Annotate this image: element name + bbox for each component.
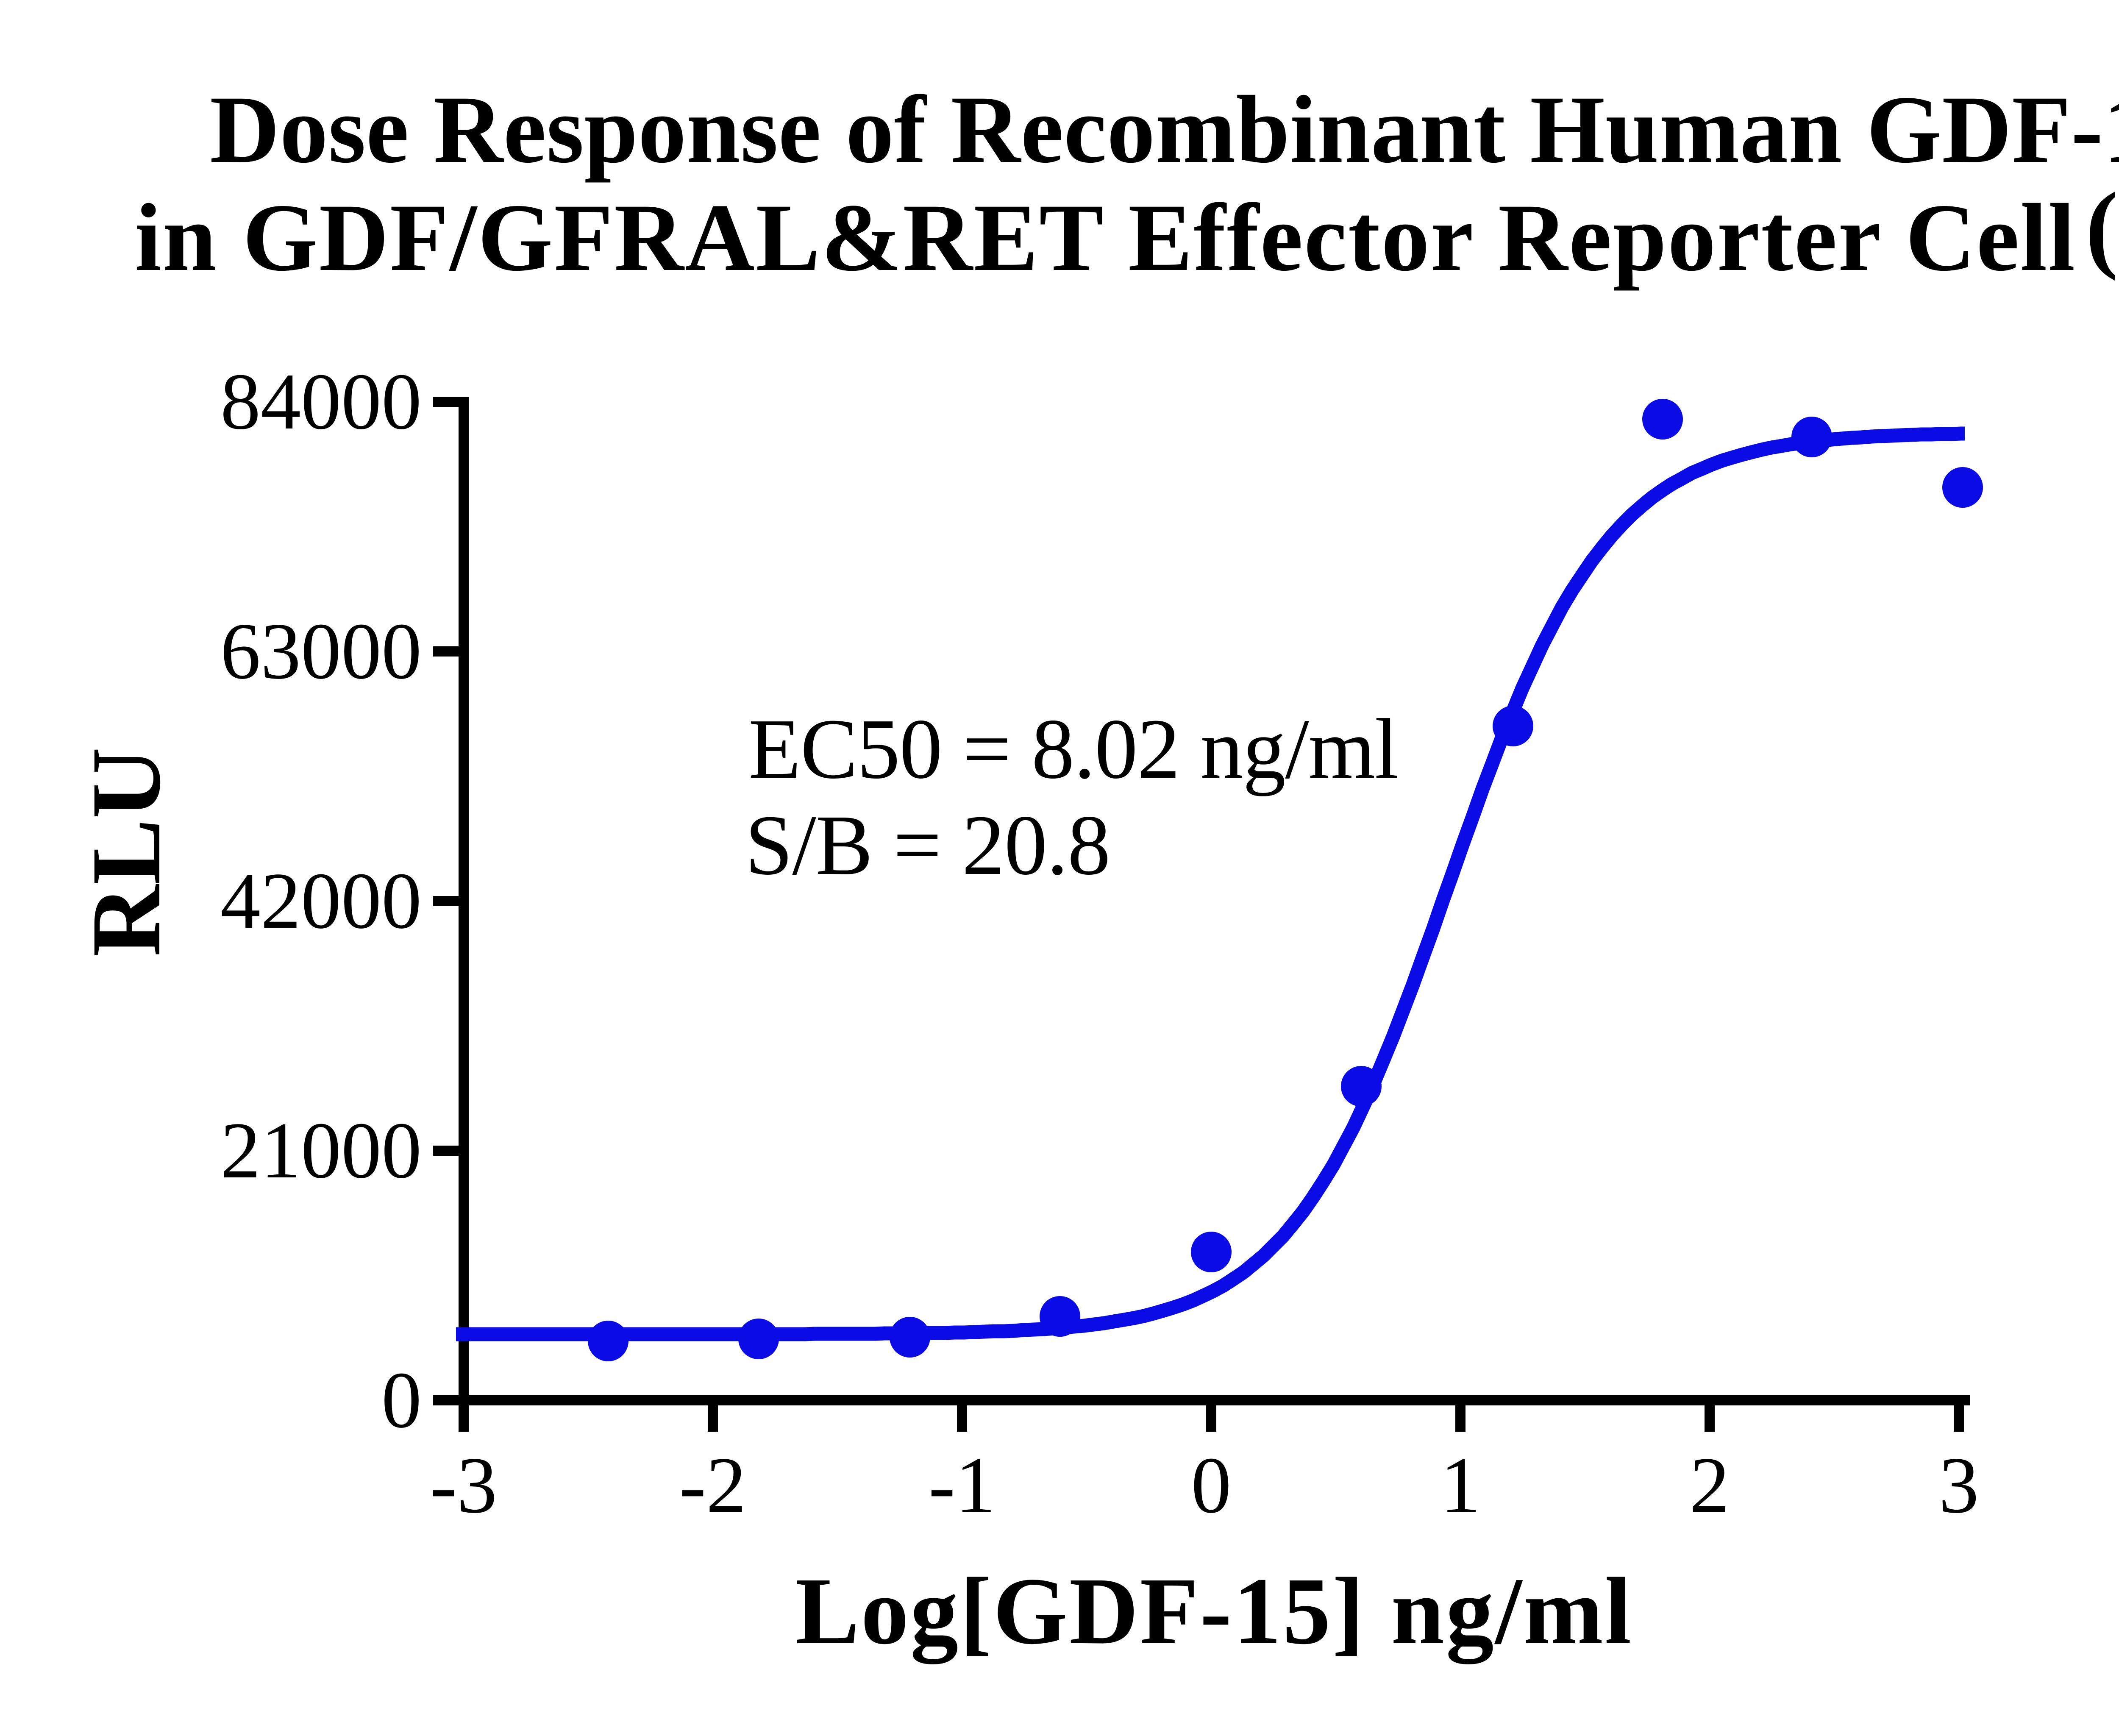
svg-text:Log[GDF-15] ng/ml: Log[GDF-15] ng/ml [795,1558,1633,1664]
svg-text:0: 0 [381,1356,422,1445]
svg-text:0: 0 [1191,1441,1232,1530]
svg-text:63000: 63000 [220,607,422,696]
svg-text:-1: -1 [929,1441,996,1530]
svg-text:S/B = 20.8: S/B = 20.8 [745,797,1110,893]
svg-text:EC50 = 8.02 ng/ml: EC50 = 8.02 ng/ml [748,701,1398,796]
svg-text:in GDF/GFRAL&RET Effector Repo: in GDF/GFRAL&RET Effector Reporter Cell [135,184,2076,291]
svg-text:(: ( [2086,172,2118,281]
svg-text:42000: 42000 [220,857,422,946]
svg-text:-2: -2 [679,1441,746,1530]
svg-text:Dose Response of Recombinant H: Dose Response of Recombinant Human GDF-1… [210,76,2119,183]
svg-text:-3: -3 [430,1441,497,1530]
svg-text:3: 3 [1939,1441,1979,1530]
svg-text:84000: 84000 [220,357,422,446]
svg-text:21000: 21000 [220,1106,422,1195]
svg-text:1: 1 [1440,1441,1481,1530]
svg-text:2: 2 [1690,1441,1730,1530]
svg-text:RLU: RLU [71,747,181,957]
